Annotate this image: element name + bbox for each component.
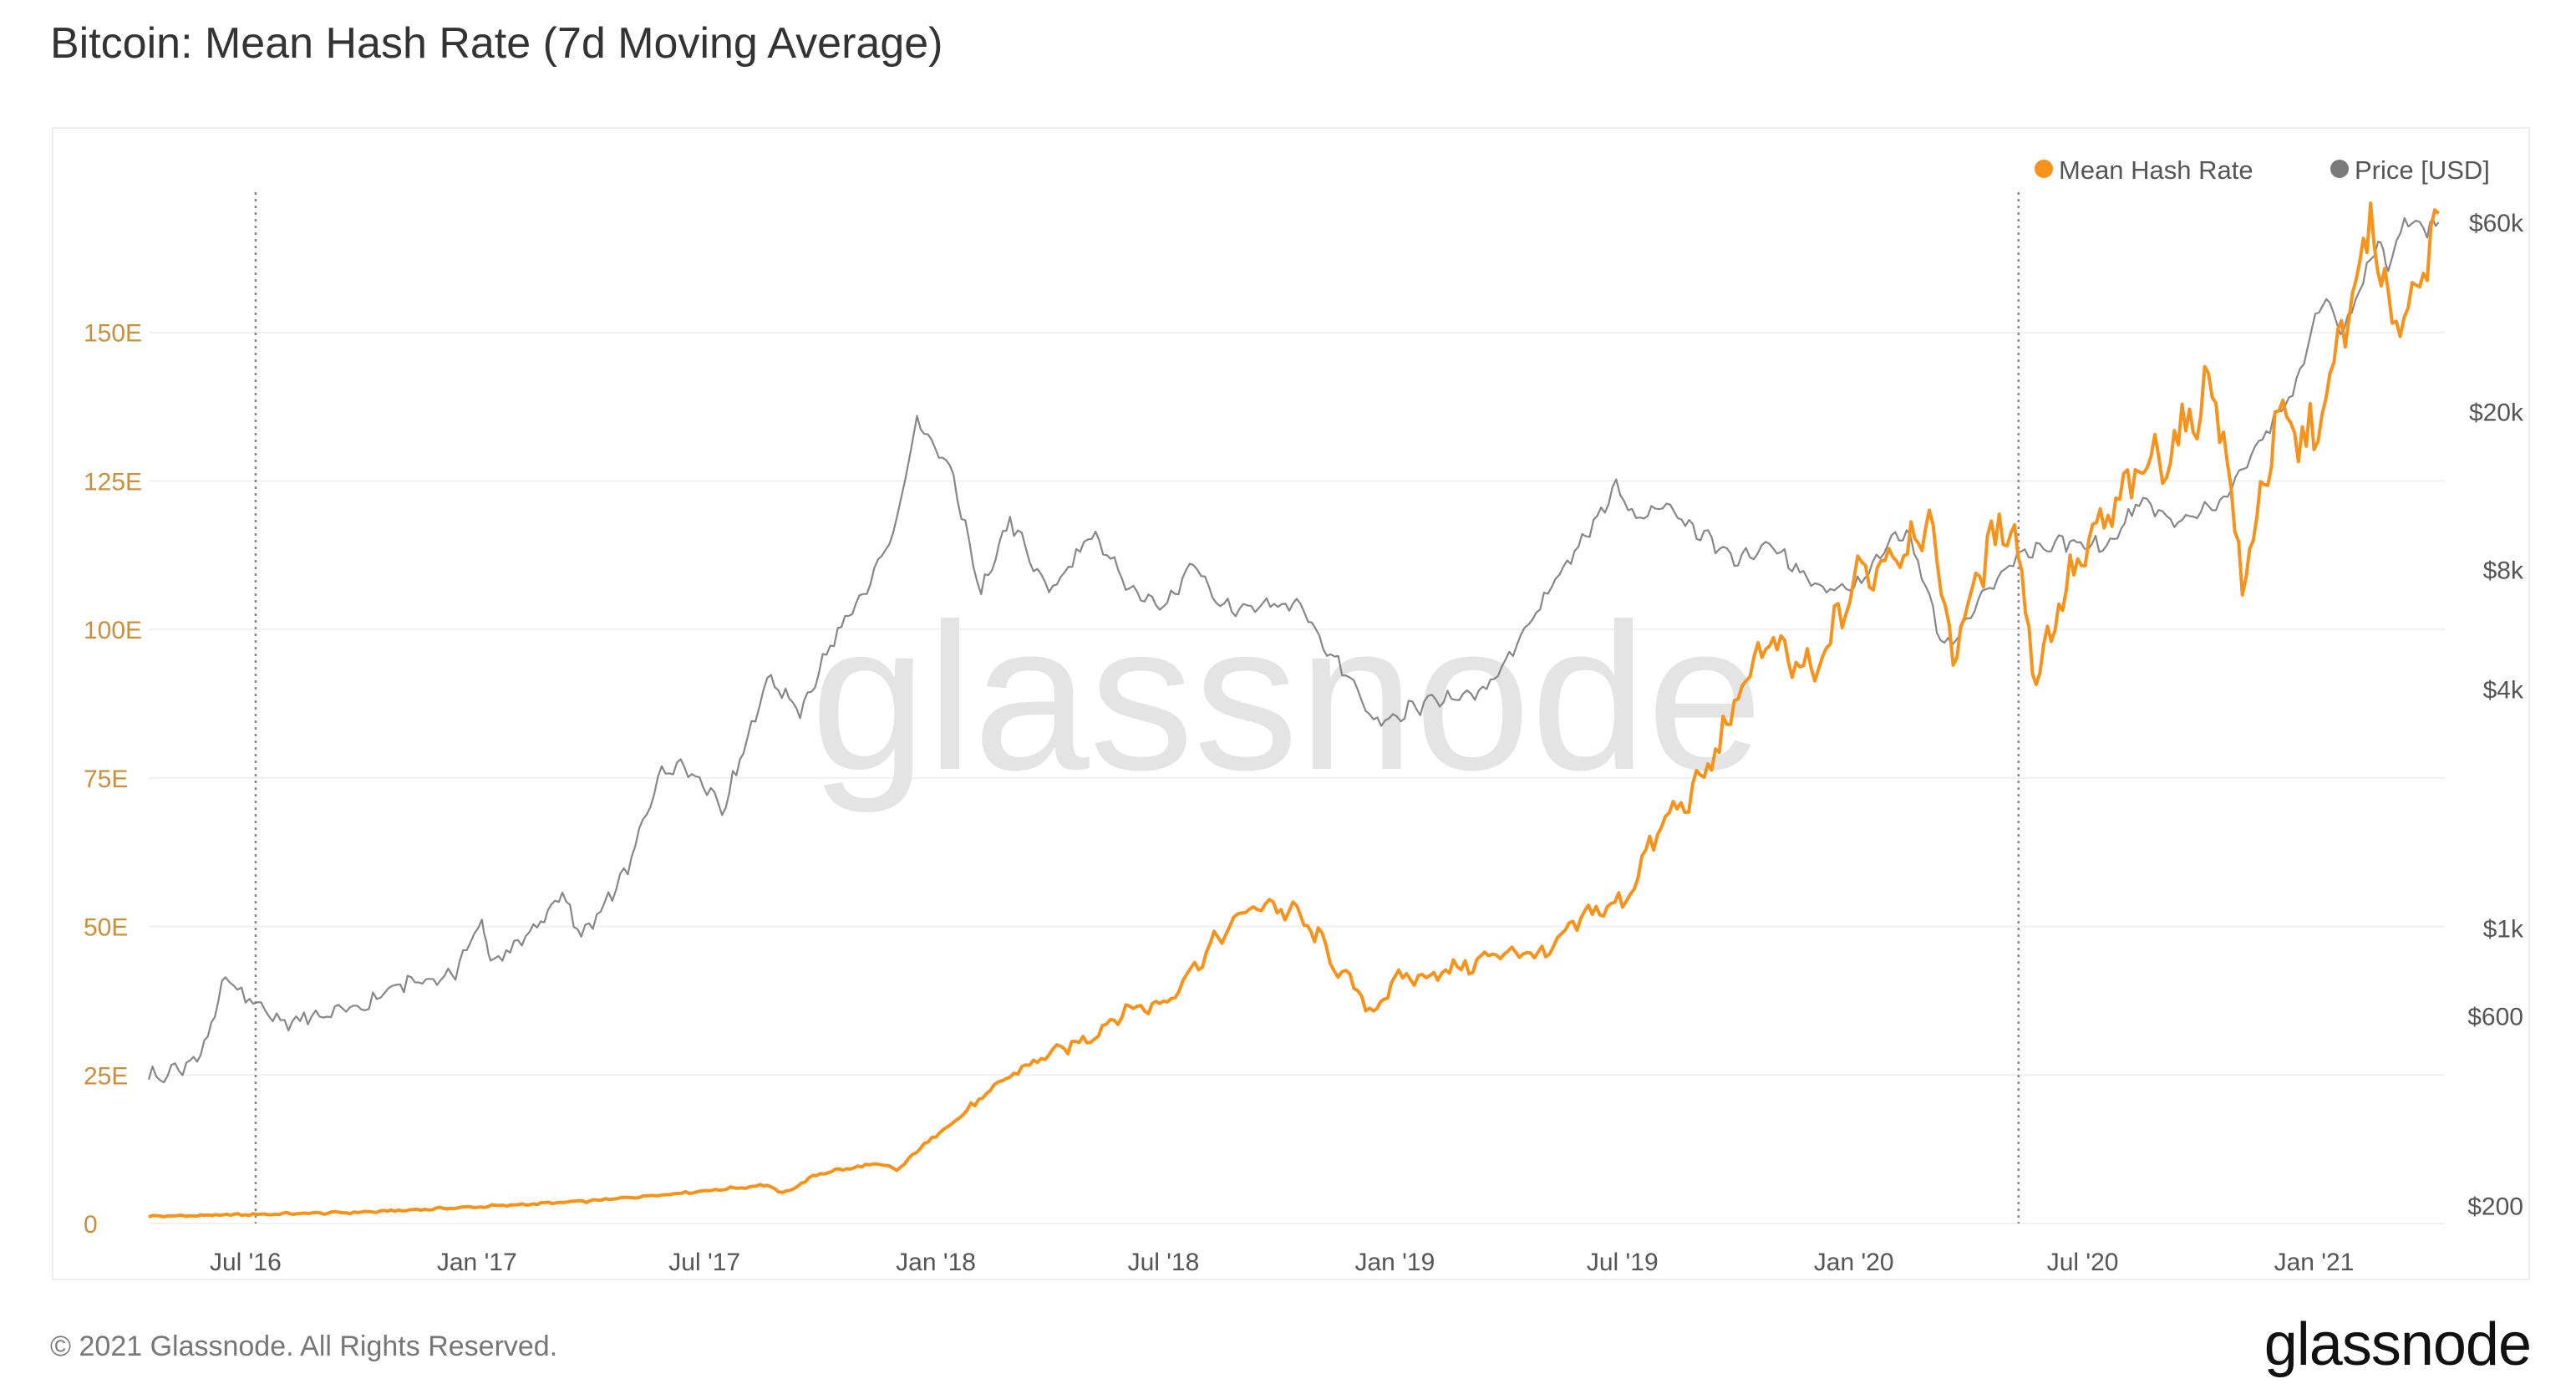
y-right-tick-label: $20k (2469, 399, 2524, 427)
x-tick-label: Jan '20 (1814, 1249, 1894, 1276)
legend[interactable]: Mean Hash Rate Price [USD] (2035, 155, 2490, 185)
series-lines (147, 201, 2440, 1219)
y-left-tick-label: 125E (84, 468, 142, 496)
legend-price-label[interactable]: Price [USD] (2355, 155, 2490, 185)
chart-title: Bitcoin: Mean Hash Rate (7d Moving Avera… (50, 19, 943, 68)
x-tick-label: Jan '18 (896, 1249, 976, 1276)
y-left-tick-label: 75E (84, 766, 128, 793)
hash-rate-series-line (148, 201, 2440, 1219)
y-right-tick-label: $1k (2483, 915, 2524, 943)
x-tick-label: Jul '17 (668, 1249, 740, 1276)
x-tick-label: Jul '16 (210, 1249, 282, 1276)
x-tick-label: Jan '19 (1354, 1249, 1435, 1276)
vertical-markers (254, 192, 2020, 1224)
y-left-tick-label: 100E (84, 617, 142, 644)
y-left-tick-label: 150E (84, 320, 142, 348)
y-right-tick-label: $600 (2467, 1004, 2523, 1031)
y-left-tick-label: 50E (84, 914, 128, 942)
y-right-tick-label: $200 (2467, 1193, 2523, 1220)
x-tick-label: Jul '18 (1128, 1249, 1200, 1276)
legend-hash-rate-label[interactable]: Mean Hash Rate (2059, 155, 2253, 185)
x-tick-label: Jul '20 (2047, 1249, 2119, 1276)
x-tick-label: Jan '17 (437, 1249, 517, 1276)
y-right-tick-label: $4k (2483, 676, 2524, 704)
y-right-tick-label: $8k (2483, 557, 2524, 585)
copyright-text: © 2021 Glassnode. All Rights Reserved. (50, 1331, 558, 1362)
chart-panel (52, 127, 2530, 1280)
watermark-text: glassnode (810, 580, 1763, 813)
y-left-tick-label: 25E (84, 1062, 128, 1090)
x-tick-label: Jul '19 (1587, 1249, 1659, 1276)
axes: 0 25E 50E 75E 100E 125E 150E $200 $600 $1k $4k $8k $… (84, 210, 2524, 1276)
gridlines (149, 331, 2445, 1224)
y-left-tick-label: 0 (84, 1211, 98, 1239)
brand-logo[interactable]: glassnode (2264, 1311, 2532, 1378)
y-right-tick-label: $60k (2469, 210, 2524, 237)
legend-price-marker (2330, 160, 2349, 178)
legend-hash-rate-marker (2035, 160, 2053, 178)
x-tick-label: Jan '21 (2274, 1249, 2355, 1276)
price-series-line (147, 216, 2440, 1084)
